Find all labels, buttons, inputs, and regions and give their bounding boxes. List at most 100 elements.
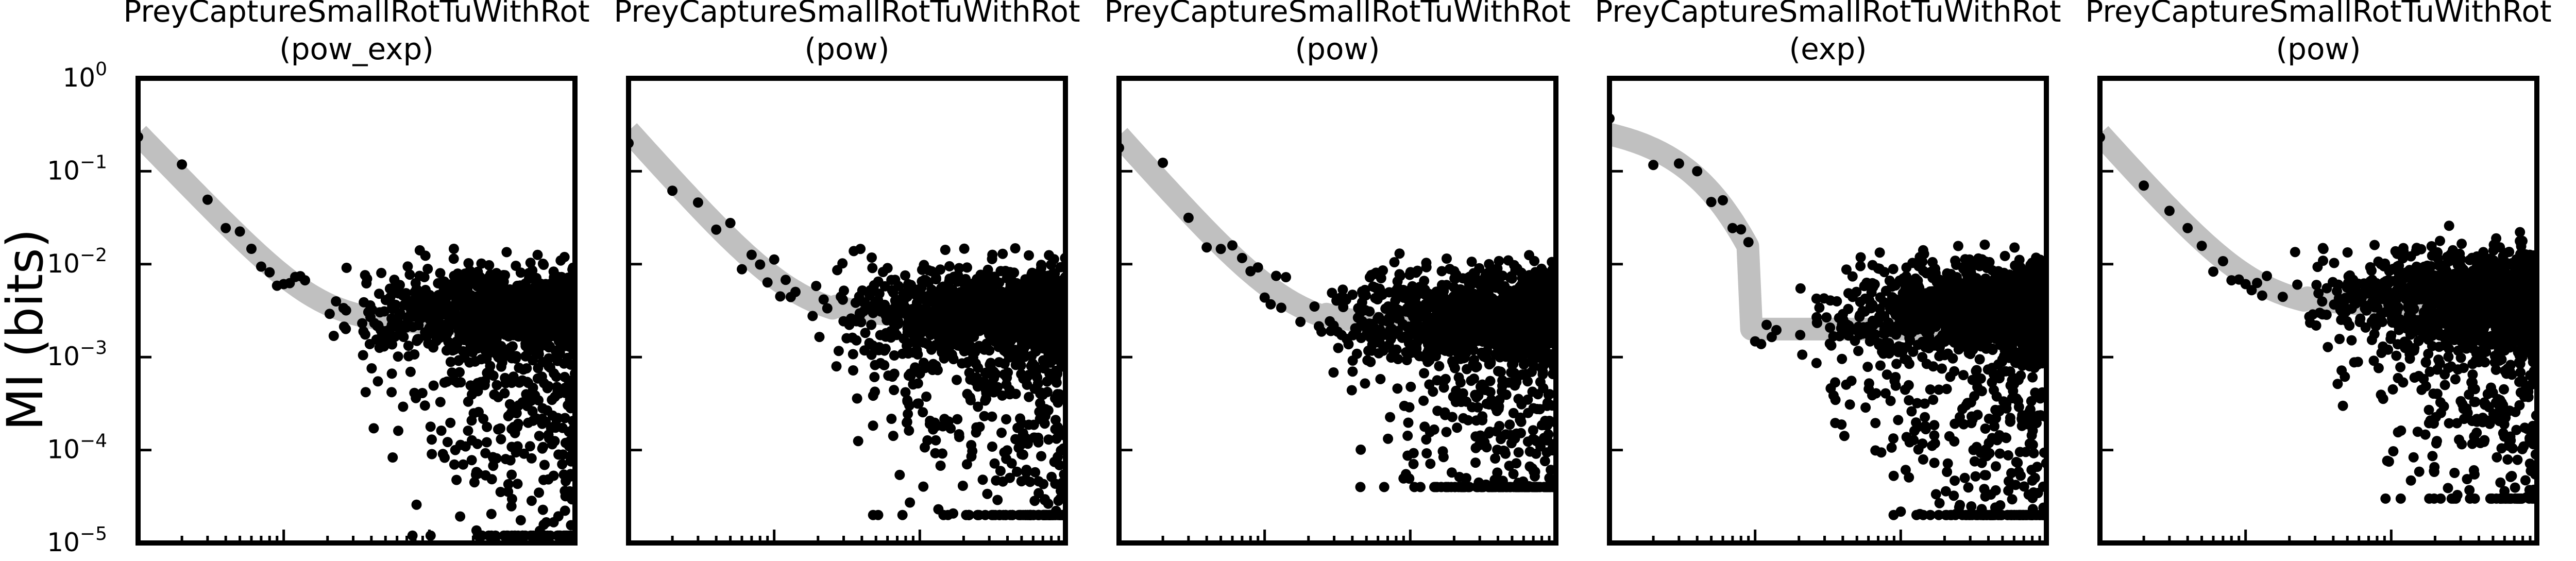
data-point (1855, 310, 1865, 320)
panel-title-line1: PreyCaptureSmallRotTuWithRot (123, 0, 589, 29)
data-point (427, 449, 437, 460)
data-point (1432, 375, 1443, 386)
data-point (905, 313, 916, 324)
data-point (1385, 412, 1396, 422)
data-point (946, 329, 957, 339)
data-point (1465, 315, 1476, 326)
data-point (441, 345, 452, 356)
data-point (918, 407, 928, 418)
data-point (1761, 319, 1772, 330)
data-point (527, 265, 538, 276)
data-point (883, 370, 894, 381)
data-point (485, 269, 496, 280)
data-point (1357, 286, 1367, 297)
data-point (1524, 446, 1535, 457)
data-point (848, 365, 858, 376)
data-point (1492, 278, 1503, 289)
data-point (929, 417, 940, 428)
data-point (954, 263, 964, 274)
panel-title-line1: PreyCaptureSmallRotTuWithRot (614, 0, 1080, 29)
data-point (1347, 366, 1358, 377)
data-point (1021, 433, 1031, 444)
data-point (442, 376, 452, 387)
data-point (436, 426, 447, 436)
data-point (547, 395, 557, 405)
data-point (1494, 256, 1504, 266)
data-point (1513, 447, 1524, 458)
data-point (1522, 314, 1533, 325)
data-point (1355, 444, 1366, 455)
data-point (1534, 404, 1545, 415)
data-point (1014, 293, 1025, 303)
data-point (905, 497, 916, 508)
data-point (1389, 257, 1400, 267)
data-point (891, 296, 902, 307)
data-point (511, 447, 521, 458)
data-point (1477, 349, 1487, 360)
data-point (554, 317, 565, 328)
data-point (1990, 404, 2001, 415)
data-point (463, 308, 473, 318)
data-point (492, 275, 502, 286)
data-point (1458, 388, 1468, 399)
data-point (1347, 355, 1358, 366)
plot-area (1609, 113, 2046, 520)
data-point (822, 303, 833, 314)
data-point (920, 442, 930, 453)
data-point (532, 249, 543, 260)
data-point (965, 395, 976, 405)
data-point (403, 351, 414, 362)
data-point (1538, 301, 1549, 312)
data-point (1422, 321, 1433, 332)
data-point (1452, 296, 1463, 307)
data-point (1004, 352, 1014, 363)
data-point (839, 285, 849, 296)
data-point (1537, 282, 1548, 293)
data-point (1215, 244, 1226, 254)
data-point (560, 505, 570, 516)
data-point (1450, 397, 1461, 407)
data-point (1473, 390, 1484, 401)
panel-title-line1: PreyCaptureSmallRotTuWithRot (1104, 0, 1570, 29)
data-point (411, 499, 422, 510)
data-point (387, 339, 398, 350)
data-point (930, 293, 941, 303)
data-point (471, 525, 482, 536)
data-point (469, 477, 480, 488)
data-point (1428, 386, 1438, 397)
data-point (485, 294, 496, 304)
data-point (1391, 291, 1402, 302)
data-point (1960, 254, 1971, 265)
data-point (1010, 434, 1021, 445)
data-point (1402, 450, 1413, 461)
data-point (1051, 287, 1062, 298)
data-point (935, 461, 946, 471)
data-point (929, 326, 940, 337)
data-point (1448, 359, 1459, 370)
data-point (1496, 367, 1506, 378)
data-point (447, 309, 457, 319)
data-point (324, 309, 335, 319)
data-point (1542, 339, 1553, 350)
data-point (384, 283, 395, 294)
data-point (1520, 482, 1531, 492)
data-point (1357, 297, 1367, 308)
panels: PreyCaptureSmallRotTuWithRot(pow_exp)100… (47, 0, 2551, 557)
data-point (1528, 425, 1538, 436)
data-point (1511, 482, 1522, 492)
data-point (1515, 414, 1526, 425)
data-point (523, 417, 534, 428)
data-point (428, 380, 439, 391)
plot-frame (135, 76, 578, 546)
data-point (360, 387, 371, 398)
data-point (885, 308, 895, 318)
data-point (1538, 329, 1549, 339)
data-point (866, 319, 877, 330)
data-point (1018, 449, 1028, 460)
data-point (425, 421, 436, 432)
data-point (221, 223, 231, 233)
data-point (857, 285, 868, 296)
y-tick-label: 100 (62, 59, 107, 93)
data-point (1438, 452, 1449, 463)
data-point (1201, 242, 1212, 253)
